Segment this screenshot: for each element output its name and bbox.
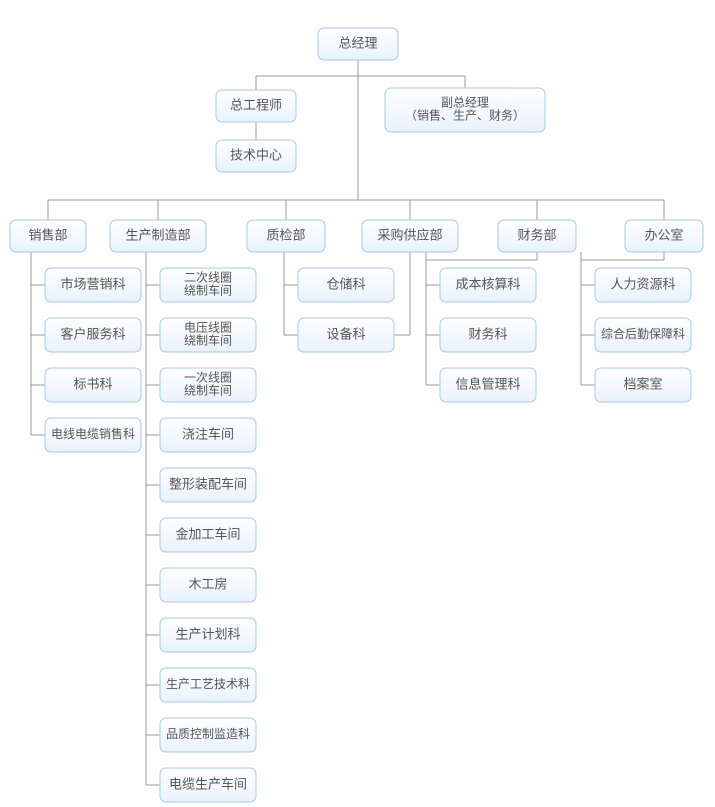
node-sales-label: 销售部 xyxy=(28,227,67,242)
node-mfg-child-0-label: 二次线圈 xyxy=(184,271,232,285)
node-mfg-child-8-label: 生产工艺技术科 xyxy=(166,677,250,691)
node-fin-child-2-label: 信息管理科 xyxy=(455,376,520,391)
node-sales-child-0: 市场营销科 xyxy=(45,268,141,302)
node-mfg-child-1-label: 电压线圈 xyxy=(184,321,232,335)
node-mfg-child-3-label: 浇注车间 xyxy=(182,426,234,441)
node-mfg-child-9: 品质控制监造科 xyxy=(160,718,256,752)
node-proc-label: 采购供应部 xyxy=(377,227,442,242)
node-mfg-child-0: 二次线圈绕制车间 xyxy=(160,268,256,302)
node-tech-center-label: 技术中心 xyxy=(230,147,282,162)
node-sales-child-2: 标书科 xyxy=(45,368,141,402)
node-office-child-0-label: 人力资源科 xyxy=(610,276,675,291)
node-mfg-child-6-label: 木工房 xyxy=(188,576,227,591)
node-fin-child-1-label: 财务科 xyxy=(468,326,507,341)
node-sales-child-3-label: 电线电缆销售科 xyxy=(51,426,135,441)
node-deputy-gm-label: 副总经理 xyxy=(441,96,489,110)
node-mfg-child-0-label: 绕制车间 xyxy=(184,283,232,298)
node-mfg-child-1-label: 绕制车间 xyxy=(184,333,232,348)
node-office-child-0: 人力资源科 xyxy=(595,268,691,302)
node-qc: 质检部 xyxy=(247,220,325,252)
node-fin-child-1: 财务科 xyxy=(440,318,536,352)
node-mfg-child-7: 生产计划科 xyxy=(160,618,256,652)
node-mfg-child-7-label: 生产计划科 xyxy=(175,626,240,641)
node-mfg-child-5-label: 金加工车间 xyxy=(175,526,240,541)
node-proc: 采购供应部 xyxy=(362,220,458,252)
node-gm-label: 总经理 xyxy=(338,35,377,50)
node-fin-child-0-label: 成本核算科 xyxy=(455,276,520,291)
node-qc-child-0-label: 仓储科 xyxy=(326,276,365,291)
node-office-child-2: 档案室 xyxy=(595,368,691,402)
node-chief-eng-label: 总工程师 xyxy=(230,97,282,112)
node-qc-label: 质检部 xyxy=(266,227,305,242)
node-chief-eng: 总工程师 xyxy=(216,90,296,122)
node-fin-child-0: 成本核算科 xyxy=(440,268,536,302)
node-mfg-child-2-label: 一次线圈 xyxy=(184,371,232,385)
node-sales-child-3: 电线电缆销售科 xyxy=(45,418,141,452)
node-mfg-child-10: 电缆生产车间 xyxy=(160,768,256,802)
node-sales-child-1-label: 客户服务科 xyxy=(60,326,125,341)
node-mfg-child-10-label: 电缆生产车间 xyxy=(169,776,247,791)
node-fin: 财务部 xyxy=(498,220,576,252)
node-qc-child-1: 设备科 xyxy=(298,318,394,352)
node-sales-child-0-label: 市场营销科 xyxy=(60,276,125,291)
node-office: 办公室 xyxy=(625,220,703,252)
node-deputy-gm-label: （销售、生产、财务） xyxy=(405,108,525,123)
node-mfg-child-4: 整形装配车间 xyxy=(160,468,256,502)
node-mfg-child-8: 生产工艺技术科 xyxy=(160,668,256,702)
node-gm: 总经理 xyxy=(318,28,398,60)
node-qc-child-1-label: 设备科 xyxy=(326,326,365,341)
node-mfg-child-2: 一次线圈绕制车间 xyxy=(160,368,256,402)
node-fin-label: 财务部 xyxy=(517,227,556,242)
node-sales-child-1: 客户服务科 xyxy=(45,318,141,352)
node-fin-child-2: 信息管理科 xyxy=(440,368,536,402)
node-mfg-child-5: 金加工车间 xyxy=(160,518,256,552)
node-office-label: 办公室 xyxy=(644,227,683,242)
node-office-child-1-label: 综合后勤保障科 xyxy=(601,326,685,341)
node-qc-child-0: 仓储科 xyxy=(298,268,394,302)
node-mfg-child-9-label: 品质控制监造科 xyxy=(166,727,250,741)
node-mfg-child-3: 浇注车间 xyxy=(160,418,256,452)
node-mfg-label: 生产制造部 xyxy=(125,227,190,242)
node-office-child-2-label: 档案室 xyxy=(623,376,662,391)
node-office-child-1: 综合后勤保障科 xyxy=(595,318,691,352)
node-tech-center: 技术中心 xyxy=(216,140,296,172)
node-deputy-gm: 副总经理（销售、生产、财务） xyxy=(385,88,545,132)
org-chart: 总经理总工程师 副总经理（销售、生产、财务） 技术中心销售部 生产制造部 质检部 采购供应… xyxy=(0,0,715,807)
node-mfg-child-4-label: 整形装配车间 xyxy=(169,476,247,491)
node-mfg: 生产制造部 xyxy=(110,220,206,252)
node-sales: 销售部 xyxy=(10,220,86,252)
node-mfg-child-1: 电压线圈绕制车间 xyxy=(160,318,256,352)
node-sales-child-2-label: 标书科 xyxy=(73,376,112,391)
node-mfg-child-6: 木工房 xyxy=(160,568,256,602)
node-mfg-child-2-label: 绕制车间 xyxy=(184,383,232,398)
